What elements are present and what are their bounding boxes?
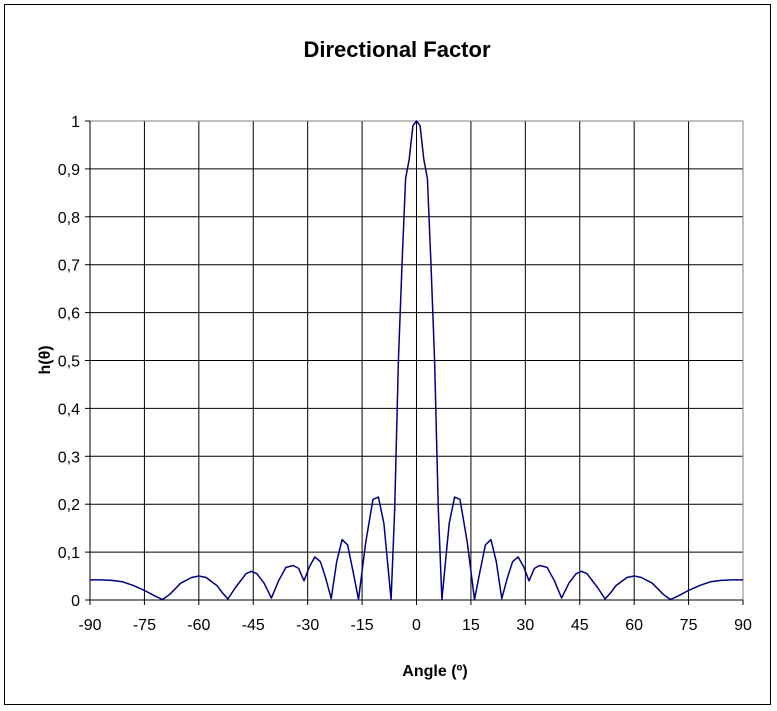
x-tick-label: 0	[412, 617, 421, 634]
y-tick-label: 0,1	[58, 545, 80, 562]
y-tick-label: 0,7	[58, 258, 80, 275]
y-tick-label: 0	[71, 593, 80, 610]
y-tick-label: 0,4	[58, 401, 80, 418]
x-tick-label: -45	[242, 617, 265, 634]
x-tick-label: 15	[462, 617, 480, 634]
chart-title: Directional Factor	[303, 37, 490, 62]
x-tick-label: -15	[351, 617, 374, 634]
grid	[90, 121, 743, 600]
y-tick-label: 0,6	[58, 306, 80, 323]
y-tick-label: 0,3	[58, 449, 80, 466]
x-tick-label: -75	[133, 617, 156, 634]
y-tick-label: 0,5	[58, 354, 80, 371]
x-tick-label: -60	[187, 617, 210, 634]
y-tick-label: 1	[71, 114, 80, 131]
x-tick-label: 30	[516, 617, 534, 634]
y-tick-label: 0,8	[58, 210, 80, 227]
x-tick-label: -30	[296, 617, 319, 634]
y-axis-label: h(θ)	[37, 345, 54, 374]
x-tick-label: 45	[571, 617, 589, 634]
x-tick-label: 75	[680, 617, 698, 634]
x-tick-label: 60	[625, 617, 643, 634]
x-tick-label: -90	[78, 617, 101, 634]
x-tick-label: 90	[734, 617, 752, 634]
y-tick-label: 0,9	[58, 162, 80, 179]
y-tick-label: 0,2	[58, 497, 80, 514]
axes	[85, 121, 743, 605]
x-axis-label: Angle (º)	[402, 663, 467, 680]
